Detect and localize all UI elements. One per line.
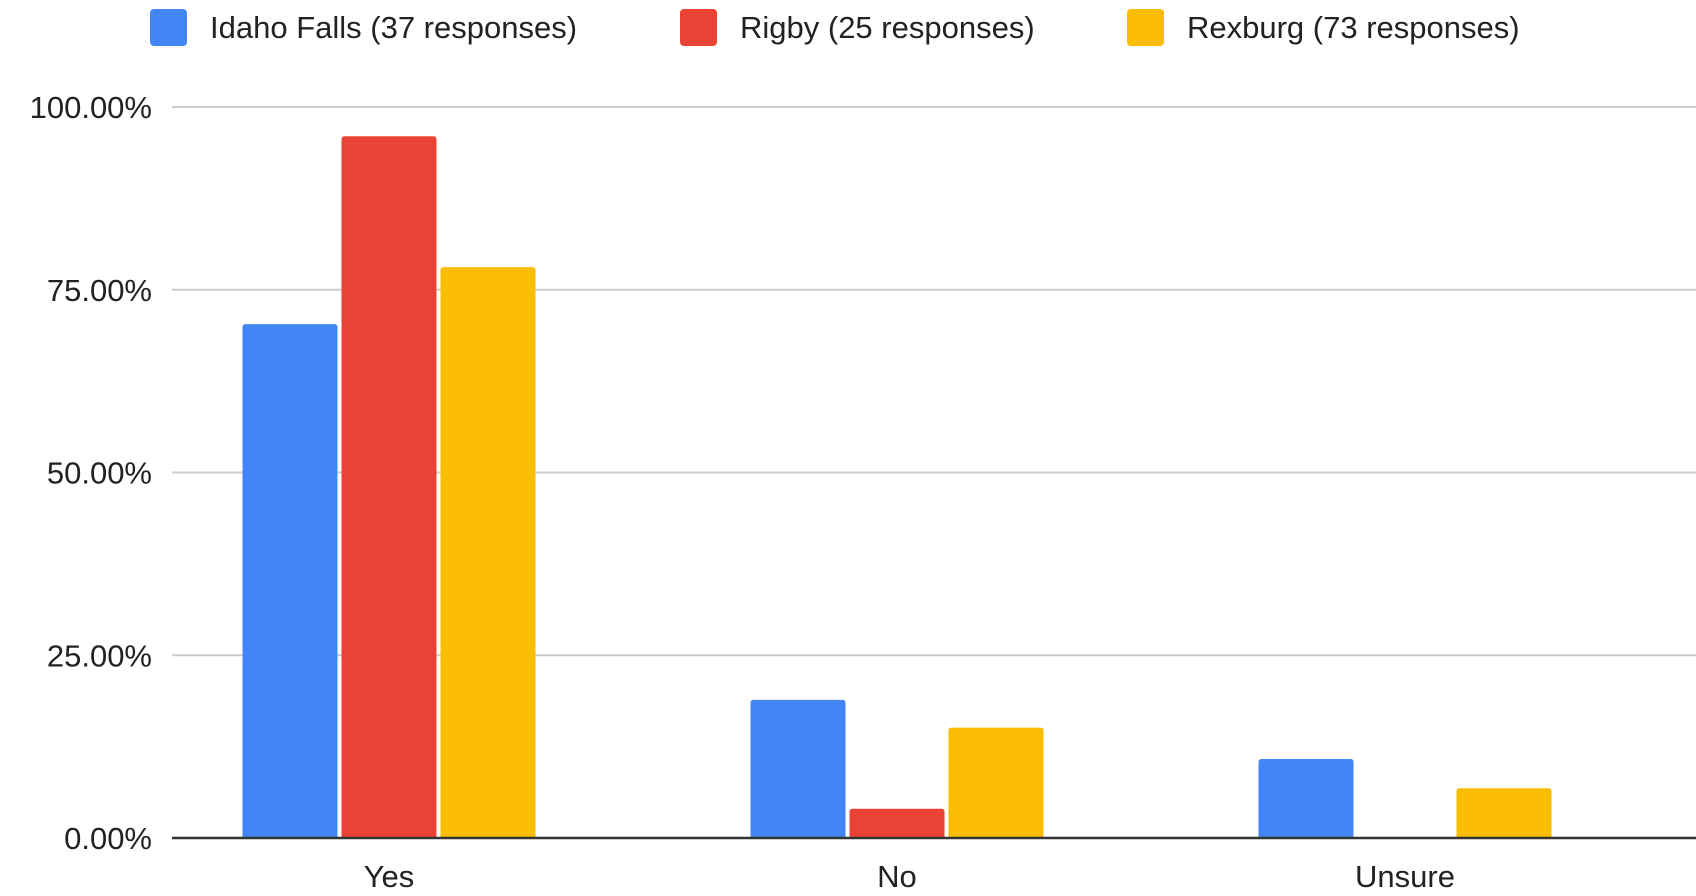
bar-yes-rexburg (440, 267, 536, 838)
legend-swatch (150, 9, 187, 46)
bar-yes-idaho-falls (242, 324, 338, 838)
bar-no-rigby (849, 808, 945, 838)
y-tick-label: 0.00% (64, 821, 152, 856)
x-axis-tick-labels: Yes No Unsure (364, 859, 1455, 894)
bar-unsure-idaho-falls (1258, 759, 1354, 838)
legend: Idaho Falls (37 responses) Rigby (25 resp… (150, 9, 1520, 46)
y-tick-label: 75.00% (47, 273, 152, 308)
y-tick-label: 50.00% (47, 456, 152, 491)
x-tick-label-yes: Yes (364, 859, 415, 894)
x-tick-label-unsure: Unsure (1355, 859, 1455, 894)
bar-no-idaho-falls (750, 699, 846, 838)
bars (242, 136, 1552, 839)
bar-yes-rigby (341, 136, 437, 839)
x-tick-label-no: No (877, 859, 917, 894)
y-tick-label: 100.00% (30, 90, 152, 125)
legend-label: Idaho Falls (37 responses) (210, 10, 577, 45)
y-axis-tick-labels: 0.00% 25.00% 50.00% 75.00% 100.00% (30, 90, 152, 856)
bar-unsure-rexburg (1456, 788, 1552, 838)
legend-item-rigby[interactable]: Rigby (25 responses) (680, 9, 1035, 46)
legend-swatch (1127, 9, 1164, 46)
legend-swatch (680, 9, 717, 46)
y-tick-label: 25.00% (47, 638, 152, 673)
legend-item-rexburg[interactable]: Rexburg (73 responses) (1127, 9, 1520, 46)
legend-item-idaho-falls[interactable]: Idaho Falls (37 responses) (150, 9, 577, 46)
legend-label: Rexburg (73 responses) (1187, 10, 1520, 45)
legend-label: Rigby (25 responses) (740, 10, 1035, 45)
bar-no-rexburg (948, 727, 1044, 838)
